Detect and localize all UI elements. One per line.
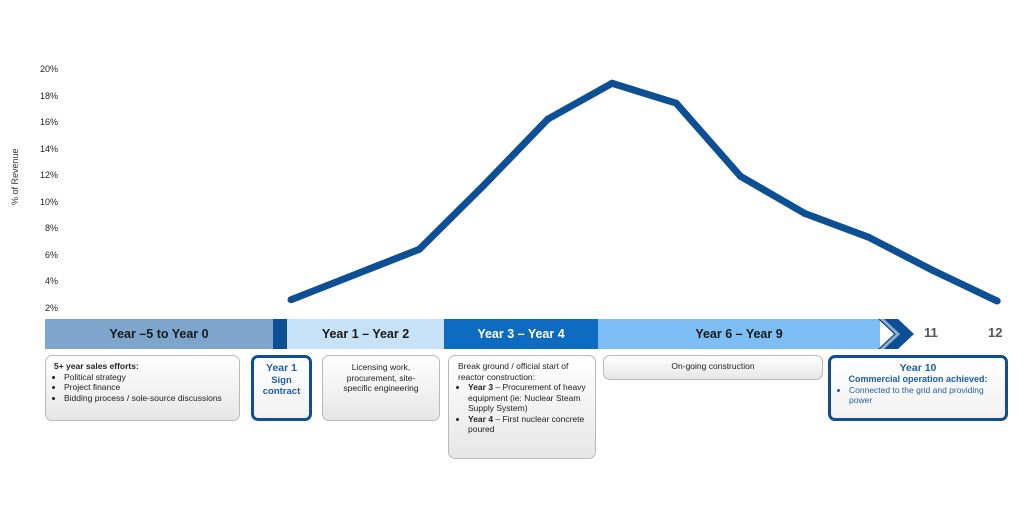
construction-item: Year 3 – Procurement of heavy equipment … [468, 382, 586, 414]
construction-item-text: – Procurement of heavy equipment (ie: Nu… [468, 382, 586, 413]
band-presale-label: Year –5 to Year 0 [109, 327, 209, 341]
construction-start-box: Break ground / official start of reactor… [448, 355, 596, 459]
data-point [672, 99, 680, 107]
y-tick-label: 16% [39, 117, 58, 128]
y-tick-label: 8% [44, 223, 58, 234]
year1-contract-box: Year 1 Sign contract [251, 355, 312, 421]
data-point [801, 209, 809, 217]
data-point [736, 172, 744, 180]
construction-item-text: – First nuclear concrete poured [468, 413, 585, 435]
band-year6-9: Year 6 – Year 9 [598, 319, 880, 349]
ongoing-text: On-going construction [671, 361, 755, 371]
band-presale: Year –5 to Year 0 [45, 319, 273, 349]
band-year1-marker [273, 319, 287, 349]
y-axis-label: % of Revenue [10, 148, 20, 205]
year1-line1: Sign [271, 374, 292, 386]
data-point [608, 79, 616, 87]
revenue-line-chart [287, 79, 1001, 305]
year1-title: Year 1 [266, 362, 297, 374]
y-tick-label: 2% [44, 303, 58, 313]
construction-item-year: Year 4 [468, 413, 494, 424]
y-tick-label: 14% [39, 143, 58, 154]
timeline-label-11: 11 [924, 325, 938, 340]
y-tick-label: 12% [39, 170, 58, 181]
y-tick-label: 18% [39, 90, 58, 101]
year10-box: Year 10 Commercial operation achieved: C… [828, 355, 1008, 421]
y-tick-label: 20% [39, 64, 58, 74]
revenue-series-line [289, 79, 999, 305]
timeline-arrow-icon [878, 319, 914, 349]
licensing-text: Licensing work, procurement, site-specif… [343, 362, 419, 393]
year10-item: Connected to the grid and providing powe… [849, 385, 997, 406]
band-year1-2: Year 1 – Year 2 [287, 319, 444, 349]
timeline-label-12: 12 [988, 325, 1003, 340]
y-tick-label: 6% [44, 249, 58, 260]
y-tick-label: 10% [39, 196, 58, 207]
band-year3-4: Year 3 – Year 4 [444, 319, 598, 349]
data-point [415, 245, 423, 253]
year10-subtitle: Commercial operation achieved: [848, 374, 988, 384]
year1-line2: contract [262, 386, 301, 397]
data-point [480, 182, 488, 190]
data-point [865, 233, 873, 241]
year10-title: Year 10 [899, 362, 937, 374]
construction-intro: Break ground / official start of reactor… [458, 361, 569, 382]
construction-item-year: Year 3 [468, 382, 494, 392]
sales-item: Project finance [64, 382, 231, 393]
band-year1-2-label: Year 1 – Year 2 [321, 327, 410, 341]
data-point [544, 115, 552, 123]
construction-item: Year 4 – First nuclear concrete poured [468, 414, 586, 435]
ongoing-construction-box: On-going construction [603, 355, 823, 380]
sales-item: Political strategy [64, 372, 231, 383]
band-year3-4-label: Year 3 – Year 4 [477, 327, 565, 341]
data-point [287, 296, 295, 304]
y-tick-label: 4% [44, 276, 58, 287]
licensing-box: Licensing work, procurement, site-specif… [322, 355, 440, 421]
data-point [929, 266, 937, 274]
sales-efforts-box: 5+ year sales efforts: Political strateg… [45, 355, 240, 421]
data-point [993, 297, 1001, 305]
band-year6-9-label: Year 6 – Year 9 [695, 327, 783, 341]
data-point [351, 270, 359, 278]
sales-efforts-title: 5+ year sales efforts: [54, 361, 139, 371]
sales-item: Bidding process / sole-source discussion… [64, 393, 231, 404]
